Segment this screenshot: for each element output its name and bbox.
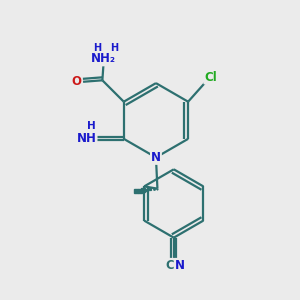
Text: N: N bbox=[151, 151, 161, 164]
Text: NH₂: NH₂ bbox=[92, 52, 116, 65]
Text: H: H bbox=[93, 43, 101, 52]
Text: C: C bbox=[165, 259, 174, 272]
Text: H: H bbox=[87, 122, 95, 131]
Text: Cl: Cl bbox=[204, 70, 217, 83]
Text: NH: NH bbox=[77, 132, 97, 146]
Text: O: O bbox=[71, 75, 82, 88]
Text: H: H bbox=[110, 43, 118, 52]
Text: N: N bbox=[175, 259, 185, 272]
